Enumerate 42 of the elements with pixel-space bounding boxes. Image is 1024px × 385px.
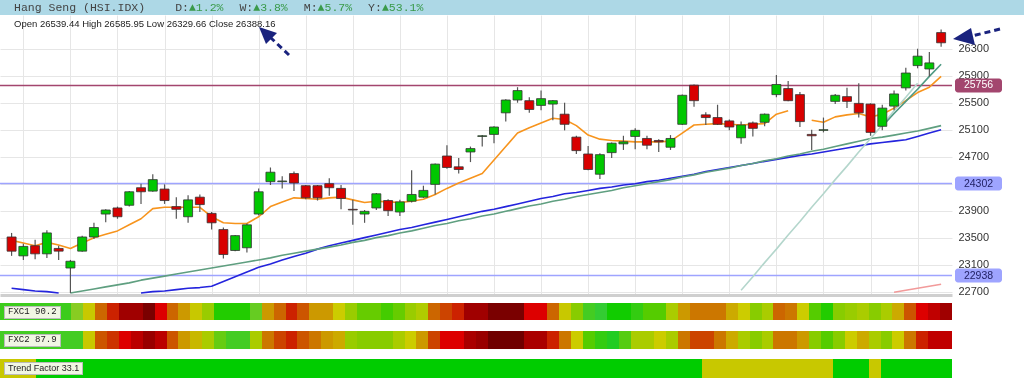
candlestick xyxy=(442,144,452,170)
candlestick xyxy=(171,196,182,220)
line-series xyxy=(893,283,942,294)
y-tick-label: 23500 xyxy=(958,231,990,244)
chart-title: Hang Seng (HSI.IDX) xyxy=(14,1,146,14)
y-tick-label: 23100 xyxy=(958,258,990,271)
ref-line-label: 22938 xyxy=(963,268,994,281)
candlestick xyxy=(136,183,146,205)
candlestick xyxy=(630,127,641,150)
candlestick xyxy=(336,184,346,210)
candlestick xyxy=(183,194,193,224)
candlestick xyxy=(900,67,911,92)
y-tick-label: 24700 xyxy=(958,150,990,163)
candlestick xyxy=(536,89,546,111)
annotation: Open 26539.44 High 26585.95 Low 26329.66 Close 26388.16 xyxy=(14,18,276,29)
candlestick xyxy=(253,187,264,216)
candlestick xyxy=(689,83,699,108)
candlestick xyxy=(736,121,746,145)
candlestick xyxy=(430,162,441,196)
text: FXC2 87.9 xyxy=(4,334,61,347)
y-tick-label: 25100 xyxy=(958,123,990,136)
candlestick xyxy=(41,229,52,259)
text: FXC1 90.2 xyxy=(4,306,61,319)
candlestick xyxy=(289,170,299,192)
candlestick xyxy=(595,152,605,180)
candlestick xyxy=(842,87,852,109)
y-tick-label: 23900 xyxy=(958,204,990,217)
line-series xyxy=(740,82,919,292)
candlestick xyxy=(547,99,558,121)
y-tick-label: 22700 xyxy=(958,285,990,298)
candlestick xyxy=(583,145,594,171)
ref-line-label: 24302 xyxy=(963,176,994,189)
candlestick xyxy=(806,129,817,151)
candlestick xyxy=(242,222,252,254)
y-tick-label: 25500 xyxy=(958,96,990,109)
candlestick xyxy=(559,102,570,131)
y-tick-label: 26300 xyxy=(958,42,990,55)
text: D:▲1.2% W:▲3.8% M:▲5.7% Y:▲53.1% xyxy=(175,1,424,14)
text: Trend Factor 33.1 xyxy=(4,362,84,375)
candlestick xyxy=(889,89,899,111)
candlestick xyxy=(65,259,76,294)
candlestick xyxy=(347,199,358,226)
